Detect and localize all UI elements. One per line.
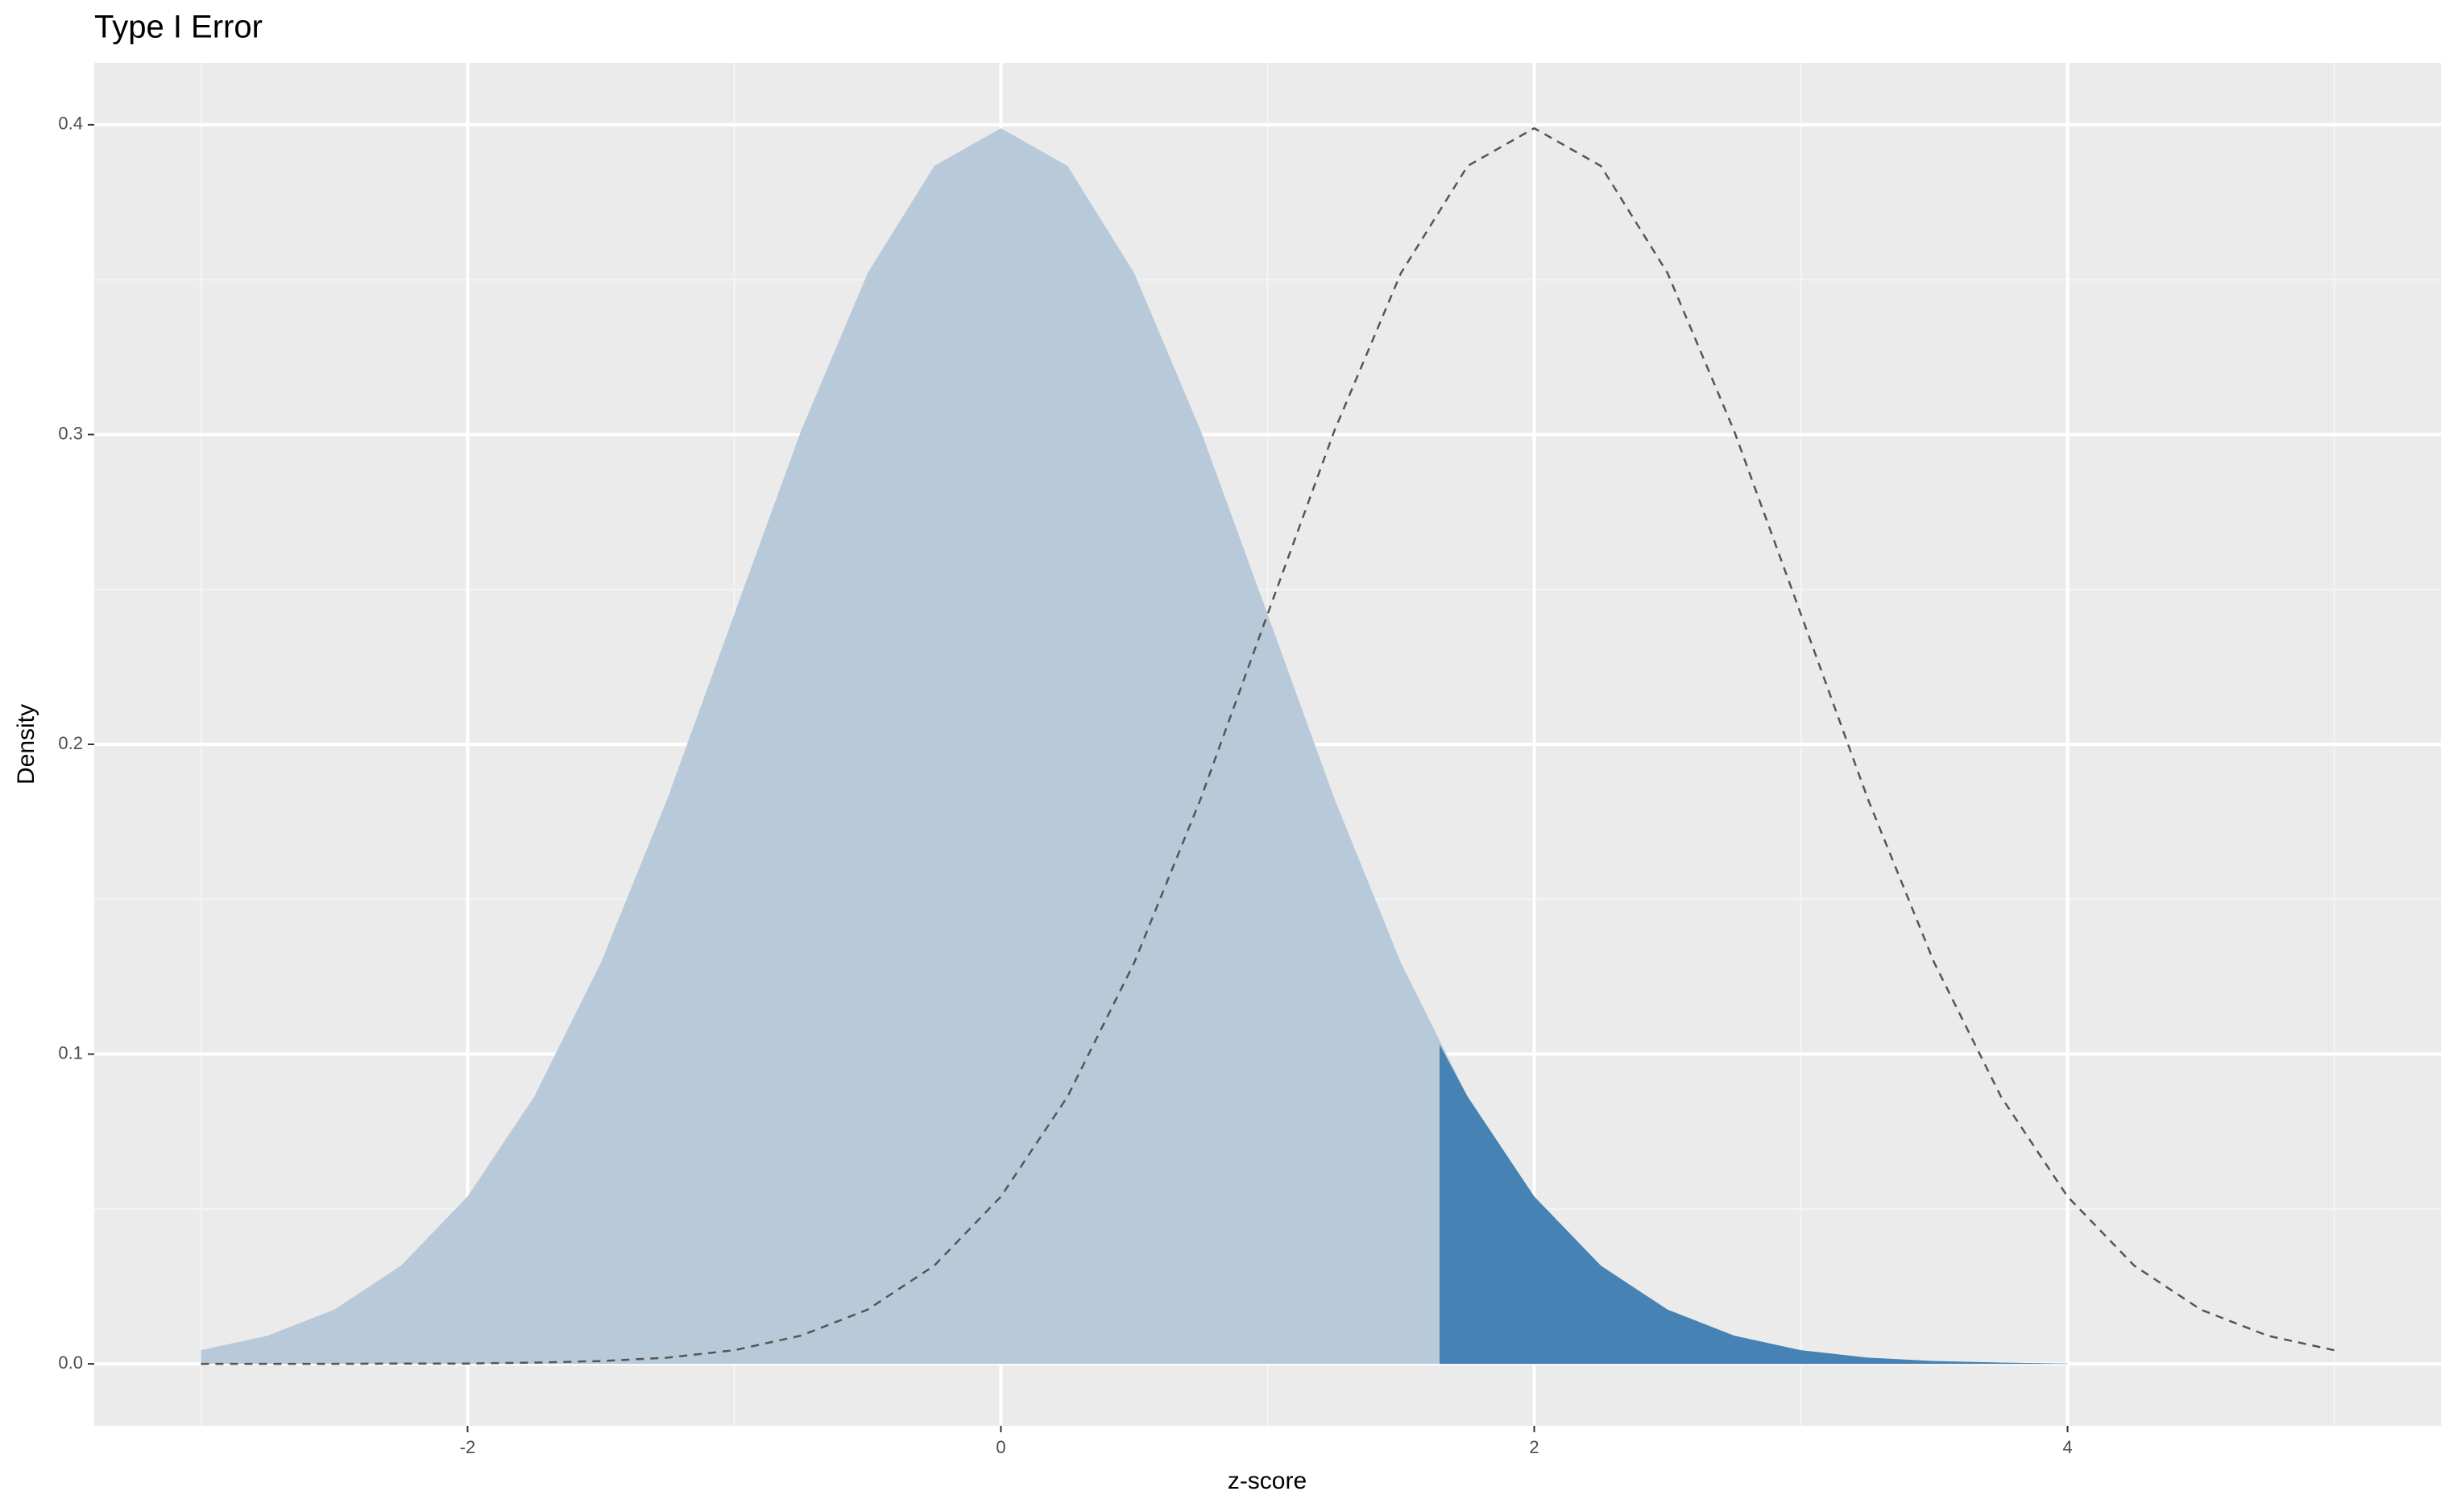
x-tick-label: 4 [2062,1437,2072,1457]
y-tick-label: 0.3 [58,423,83,443]
marks [201,126,2335,1365]
x-axis-title: z-score [1228,1468,1307,1494]
x-tick-label: 2 [1529,1437,1539,1457]
y-tick-label: 0.0 [58,1353,83,1373]
x-tick-label: 0 [996,1437,1005,1457]
area [201,128,2068,1365]
y-tick-label: 0.2 [58,733,83,753]
area [1440,1044,2068,1365]
y-tick-label: 0.4 [58,114,83,134]
chart-title: Type I Error [94,10,263,45]
x-tick-label: -2 [460,1437,476,1457]
y-tick-label: 0.1 [58,1042,83,1063]
line [201,126,2335,1365]
y-axis-title: Density [13,704,39,785]
